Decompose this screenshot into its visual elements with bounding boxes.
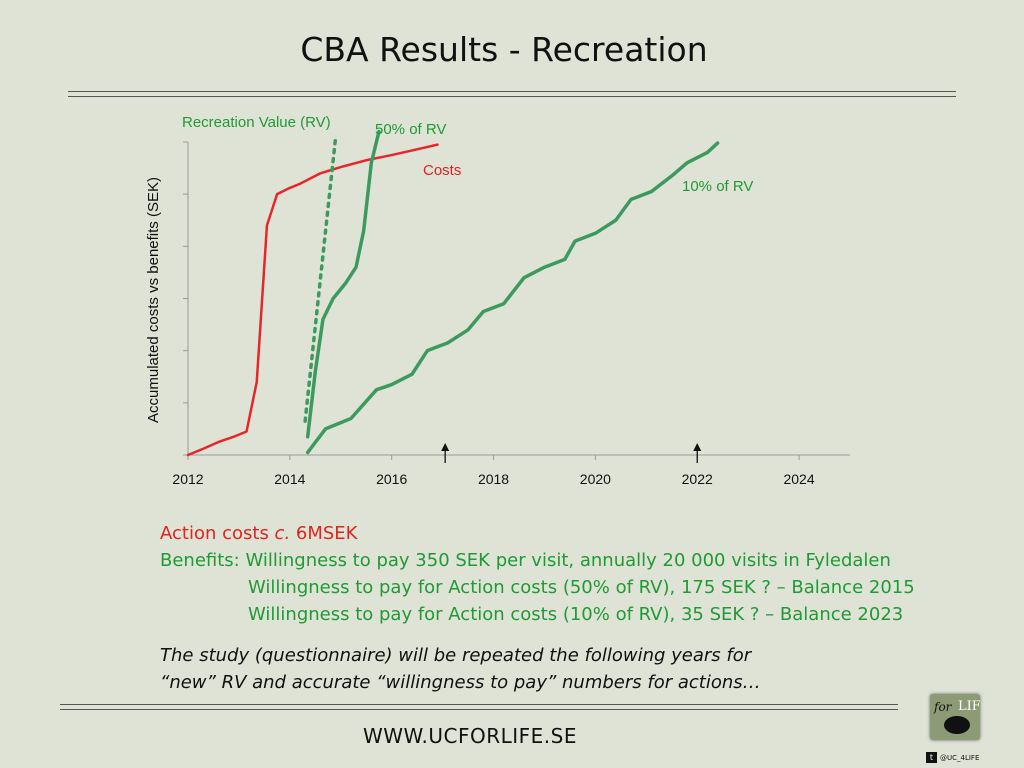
chart-series (186, 129, 720, 457)
cba-summary: Action costs c. 6MSEK Benefits: Willingn… (160, 520, 915, 628)
x-tick-label: 2018 (478, 471, 509, 487)
x-tick-label: 2016 (376, 471, 407, 487)
break-even-arrow-icon (441, 443, 450, 451)
annotation-10-of-rv: 10% of RV (682, 178, 753, 195)
x-tick-label: 2020 (580, 471, 611, 487)
twitter-bird-icon: t (926, 752, 937, 763)
twitter-handle[interactable]: t @UC_4LIFE (926, 752, 979, 763)
benefits-line-2: Willingness to pay for Action costs (50%… (248, 577, 915, 598)
y-axis-label: Accumulated costs vs benefits (SEK) (145, 177, 162, 423)
action-costs-circa: c. (274, 523, 291, 544)
logo-life-text: LIF (958, 699, 980, 714)
benefits-line-3: Willingness to pay for Action costs (10%… (248, 604, 904, 625)
series-line-costs (186, 143, 439, 457)
footer-url[interactable]: WWW.UCFORLIFE.SE (362, 724, 577, 748)
slide-title: CBA Results - Recreation (300, 30, 708, 69)
annotation-50-of-rv: 50% of RV (375, 121, 446, 138)
ucforlife-logo: for LIF (930, 694, 980, 740)
series-line-recreation-value-rv (303, 135, 338, 423)
chart-annotations: Recreation Value (RV) 50% of RV Costs 10% o… (182, 114, 753, 195)
bottom-divider (60, 704, 898, 710)
x-tick-label: 2012 (172, 471, 203, 487)
series-line-10-of-rv (305, 141, 720, 455)
logo-for-text: for (934, 700, 952, 714)
x-tick-label: 2022 (682, 471, 713, 487)
action-costs-line: Action costs c. 6MSEK (160, 520, 915, 547)
x-tick-label: 2024 (783, 471, 814, 487)
note-line-2: “new” RV and accurate “willingness to pa… (160, 672, 761, 693)
series-line-50-of-rv (305, 129, 381, 439)
study-note: The study (questionnaire) will be repeat… (160, 642, 761, 696)
annotation-recreation-value-rv: Recreation Value (RV) (182, 114, 331, 131)
twitter-handle-text: @UC_4LIFE (940, 753, 980, 762)
x-tick-label: 2014 (274, 471, 305, 487)
cba-line-chart: 2012 2014 2016 2018 2020 2022 2024 Recreation … (145, 114, 850, 487)
logo-ball-icon (944, 716, 970, 734)
annotation-costs: Costs (423, 162, 461, 179)
break-even-arrow-icon (693, 443, 702, 451)
action-costs-value: 6MSEK (290, 523, 358, 544)
note-line-1: The study (questionnaire) will be repeat… (160, 645, 752, 666)
action-costs-label: Action costs (160, 523, 275, 544)
top-divider (68, 91, 956, 97)
chart-axes: 2012 2014 2016 2018 2020 2022 2024 (172, 141, 850, 487)
benefits-line-1: Benefits: Willingness to pay 350 SEK per… (160, 550, 891, 571)
